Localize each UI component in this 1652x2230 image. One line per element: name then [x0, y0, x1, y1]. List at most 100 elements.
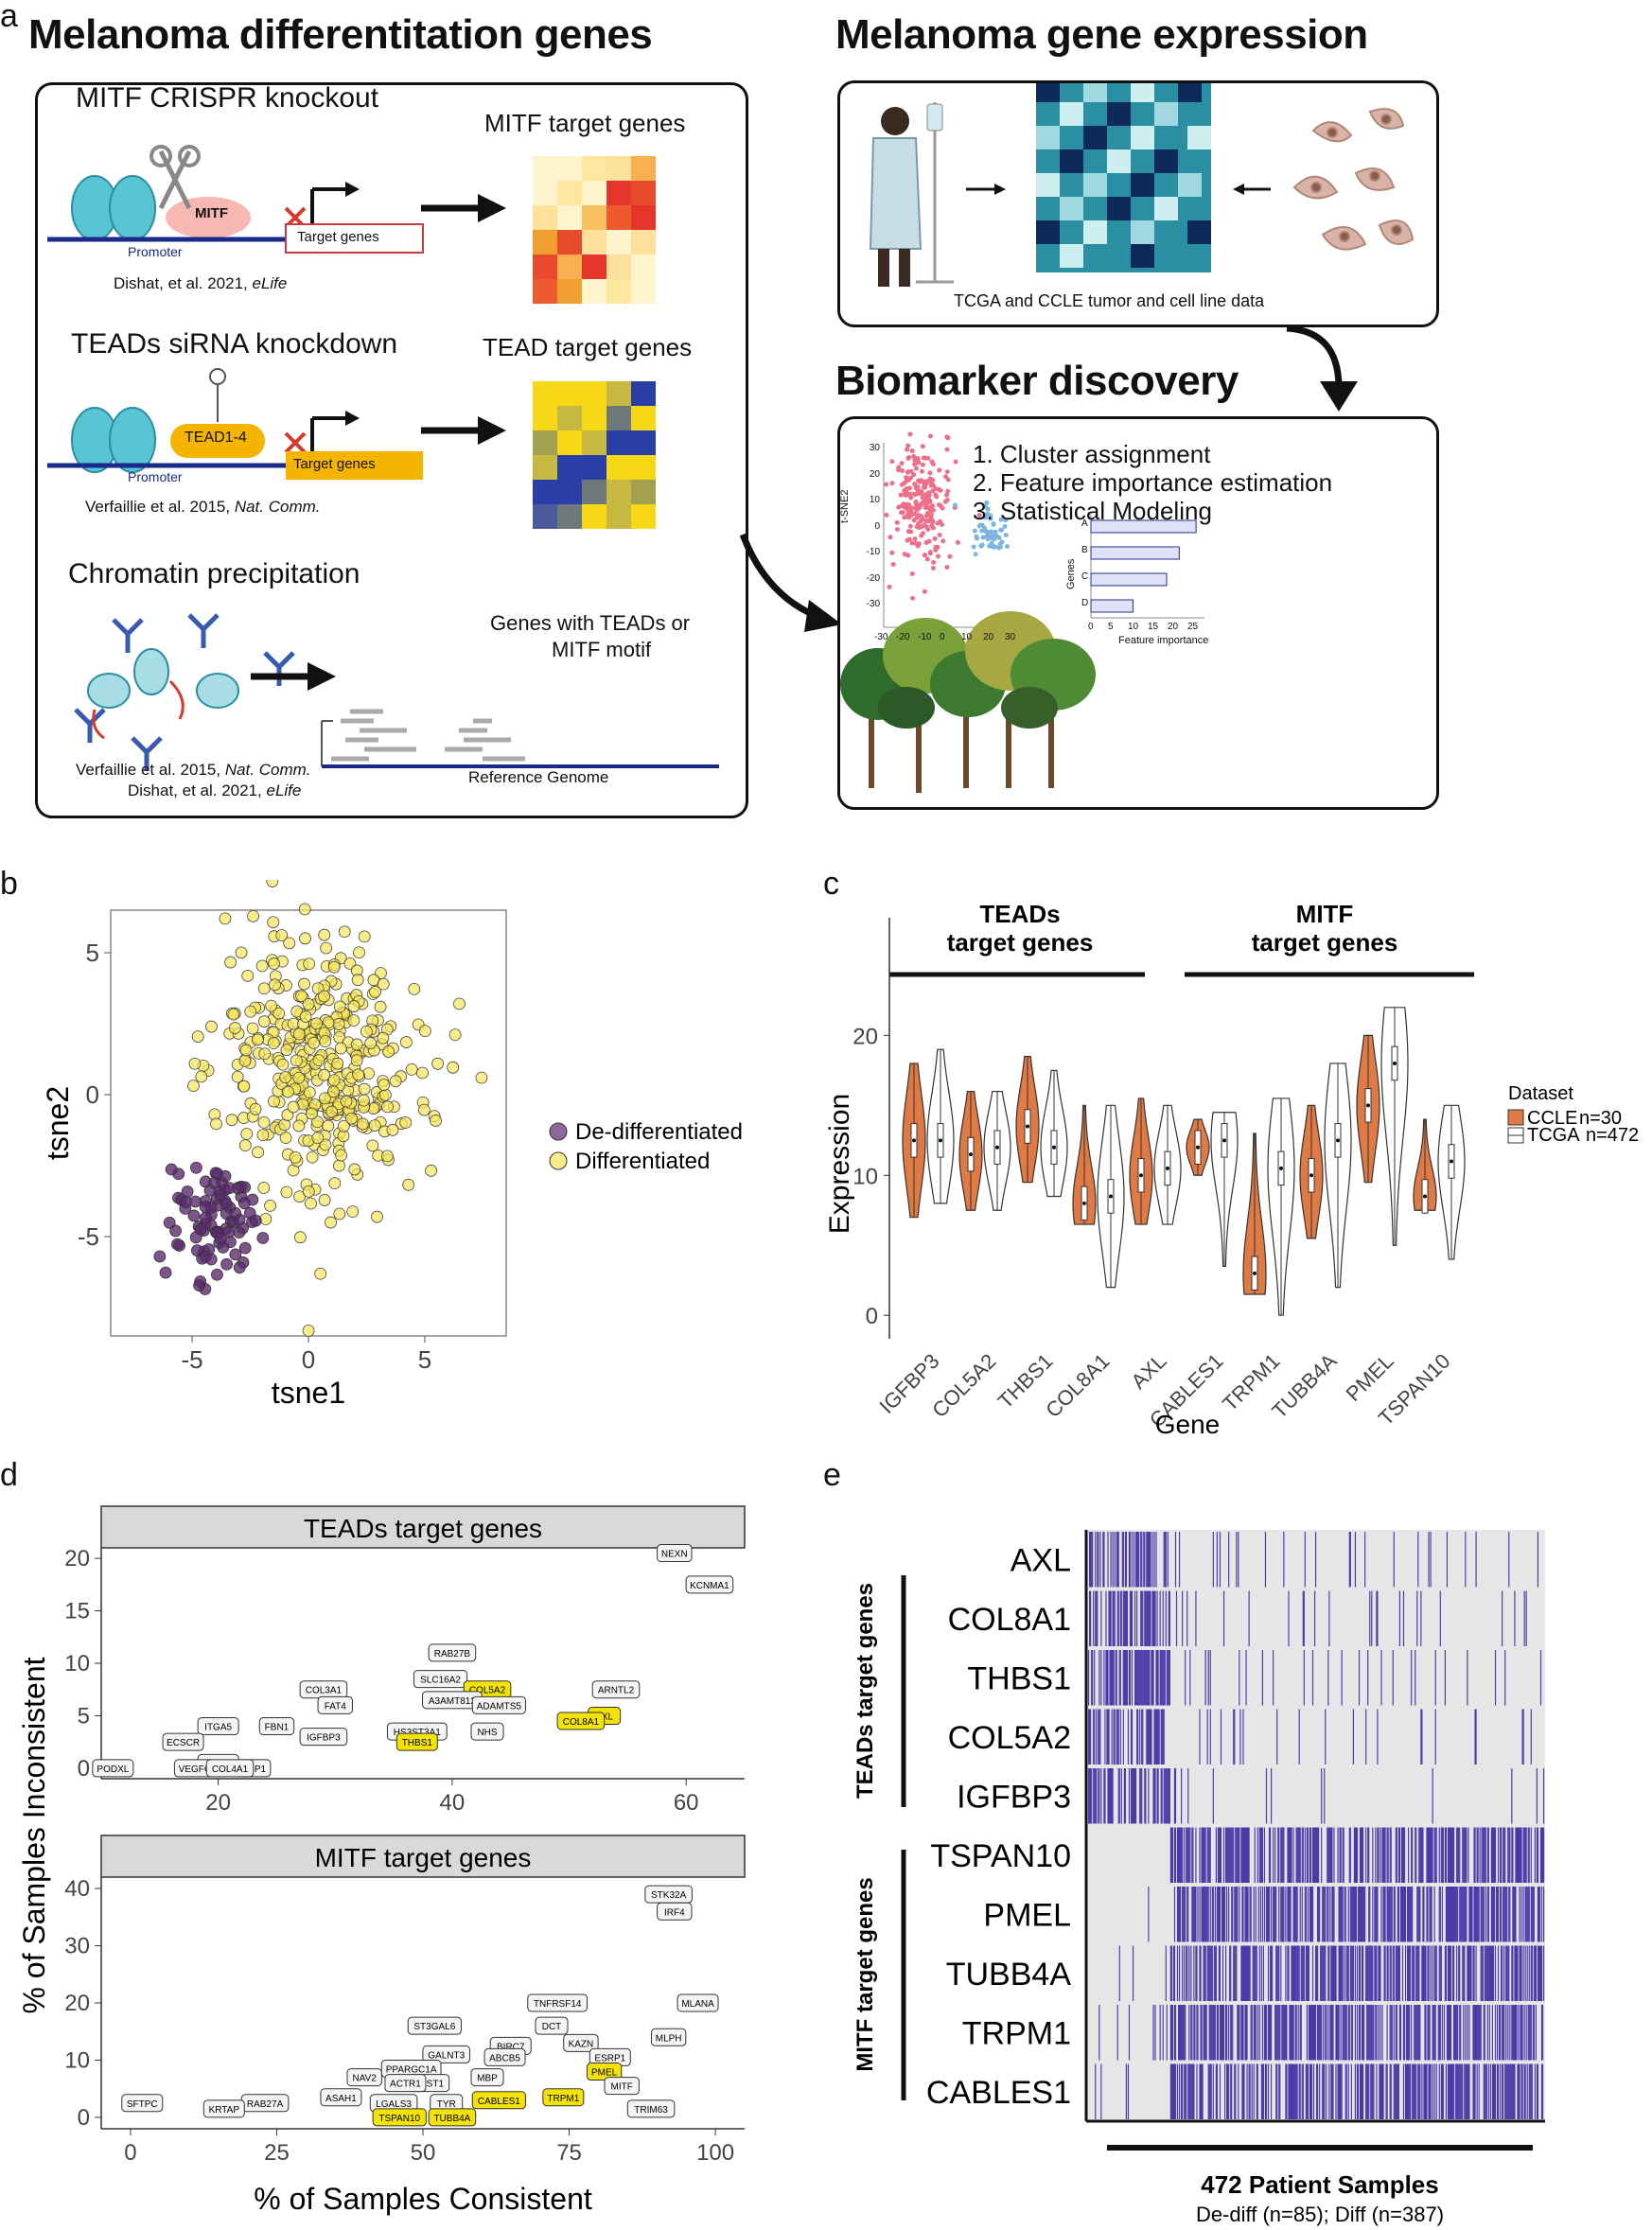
mini-tsne-point-cluster-1 [923, 501, 929, 507]
mini-bar-C [1090, 572, 1168, 587]
tsne-point-differentiated [293, 1190, 307, 1203]
tsne-xlabel: tsne1 [272, 1376, 345, 1410]
mini-tsne-point-cluster-1 [915, 456, 921, 462]
heatmap-gene-label-COL8A1: COL8A1 [948, 1602, 1071, 1638]
heatmap-cell [1180, 1827, 1182, 1883]
tsne-point-differentiated [358, 1082, 371, 1096]
heatmap-cell [1181, 1768, 1183, 1824]
heatmap-cell [1250, 1887, 1252, 1942]
heatmap-cell [1520, 1887, 1522, 1942]
heatmap-cell [1542, 1768, 1545, 1824]
heatmap-cell [1411, 1827, 1413, 1883]
heatmap-cell [1352, 1887, 1354, 1942]
heatmap-cell [1488, 2005, 1490, 2061]
heatmap-cell [1530, 2063, 1532, 2119]
svg-text:PODXL: PODXL [97, 1765, 129, 1775]
heatmap-cell [1182, 1827, 1184, 1883]
heatmap-cell [1493, 2063, 1496, 2119]
heatmap-cell [1303, 1945, 1305, 2001]
heatmap-cell [1255, 1945, 1257, 2001]
heatmap-cell [1328, 1590, 1330, 1646]
heatmap-cell [1326, 2063, 1327, 2119]
heatmap-cell [1108, 1709, 1110, 1765]
heatmap-cell [1141, 1709, 1143, 1765]
heatmap-cell [1542, 1887, 1545, 1942]
d-ytick: 0 [78, 2105, 90, 2131]
heatmap-cell [1098, 1650, 1100, 1706]
heatmap-cell [1467, 2063, 1469, 2119]
heatmap-cell [1096, 1590, 1098, 1646]
heatmap-cell [1523, 1590, 1525, 1646]
heatmap-cell [1223, 1887, 1226, 1942]
violin-tcga-IGFBP3-median [939, 1138, 942, 1143]
heatmap-cell [1524, 1887, 1526, 1942]
mini-tsne-point-cluster-1 [916, 512, 922, 518]
heatmap-cell [1194, 1887, 1196, 1942]
tsne-point-differentiated [347, 1014, 360, 1027]
heatmap-cell [1386, 2005, 1388, 2061]
mini-tsne-point-cluster-1 [894, 519, 900, 525]
heatmap-cell [1132, 1768, 1134, 1824]
heatmap-cell [1376, 2063, 1378, 2119]
heatmap-cell [1232, 2005, 1234, 2061]
heatmap-cell [1390, 2005, 1392, 2061]
heatmap-cell [1156, 1650, 1158, 1706]
heatmap-cell [1482, 1827, 1484, 1883]
e-footer: 472 Patient Samples [1201, 2170, 1438, 2199]
heatmap-cell [1124, 1532, 1126, 1588]
heatmap-cell [1351, 2005, 1353, 2061]
heatmap-cell [1146, 1532, 1148, 1588]
heatmap-cell [1309, 2005, 1311, 2061]
heatmap-cell [1258, 1945, 1260, 2001]
heatmap-cell [1539, 1945, 1542, 2001]
heatmap-cell [1418, 1945, 1420, 2001]
heatmap-cell [1342, 1887, 1344, 1942]
heatmap-cell [1128, 1650, 1131, 1706]
heatmap-cell [1525, 1827, 1527, 1883]
mini-tsne-point-cluster-1 [912, 536, 918, 542]
heatmap-cell [1154, 1768, 1156, 1824]
heatmap-cell [1464, 1945, 1466, 2001]
heatmap-cell [1190, 2063, 1192, 2119]
heatmap-cell [1292, 1827, 1294, 1883]
heatmap-cell [1375, 1827, 1377, 1883]
heatmap-cell [1344, 1887, 1346, 1942]
heatmap-cell [1297, 1827, 1299, 1883]
heatmap-cell [1169, 1768, 1170, 1824]
tsne-point-differentiated [279, 1071, 292, 1084]
heatmap-cell [1372, 1887, 1374, 1942]
tsne-point-differentiated [305, 1197, 317, 1210]
heatmap-cell [1374, 1887, 1376, 1942]
heatmap-cell [1124, 1650, 1126, 1706]
heatmap-cell [1088, 1768, 1090, 1824]
heatmap-cell [1503, 1945, 1505, 2001]
heatmap-cell [1305, 1887, 1307, 1942]
heatmap-row-TUBB4A [1118, 1945, 1545, 2001]
mini-tsne-point-cluster-1 [928, 512, 934, 518]
heatmap-cell [1206, 1827, 1208, 1883]
heatmap-cell [1328, 1945, 1330, 2001]
heatmap-cell [1135, 1532, 1137, 1588]
heatmap-cell [1409, 1887, 1411, 1942]
tsne-point-differentiated [378, 1079, 391, 1092]
mini-tsne-point-cluster-1 [909, 448, 915, 454]
heatmap-cell [1217, 1827, 1220, 1883]
heatmap-cell [1541, 2063, 1544, 2119]
heatmap-cell [1365, 1709, 1367, 1765]
heatmap-cell [1389, 2005, 1391, 2061]
heatmap-cell [1111, 1650, 1113, 1706]
heatmap-cell [1508, 1887, 1510, 1942]
heatmap-cell [1234, 1709, 1236, 1765]
mini-tsne-point-cluster-2 [988, 516, 993, 521]
heatmap-cell [1367, 2063, 1369, 2119]
d-xtick: 40 [440, 1790, 466, 1816]
heatmap-cell [1406, 2005, 1409, 2061]
heatmap-cell [1349, 1532, 1351, 1588]
heatmap-cell [1100, 1768, 1102, 1824]
mini-tsne-point-cluster-1 [920, 462, 925, 467]
heatmap-cell [1245, 1887, 1247, 1942]
e-mitf-group-label: MITF target genes [852, 1877, 878, 2071]
heatmap-cell [1457, 1827, 1459, 1883]
heatmap-cell [1466, 1827, 1467, 1883]
heatmap-cell [1385, 2063, 1387, 2119]
